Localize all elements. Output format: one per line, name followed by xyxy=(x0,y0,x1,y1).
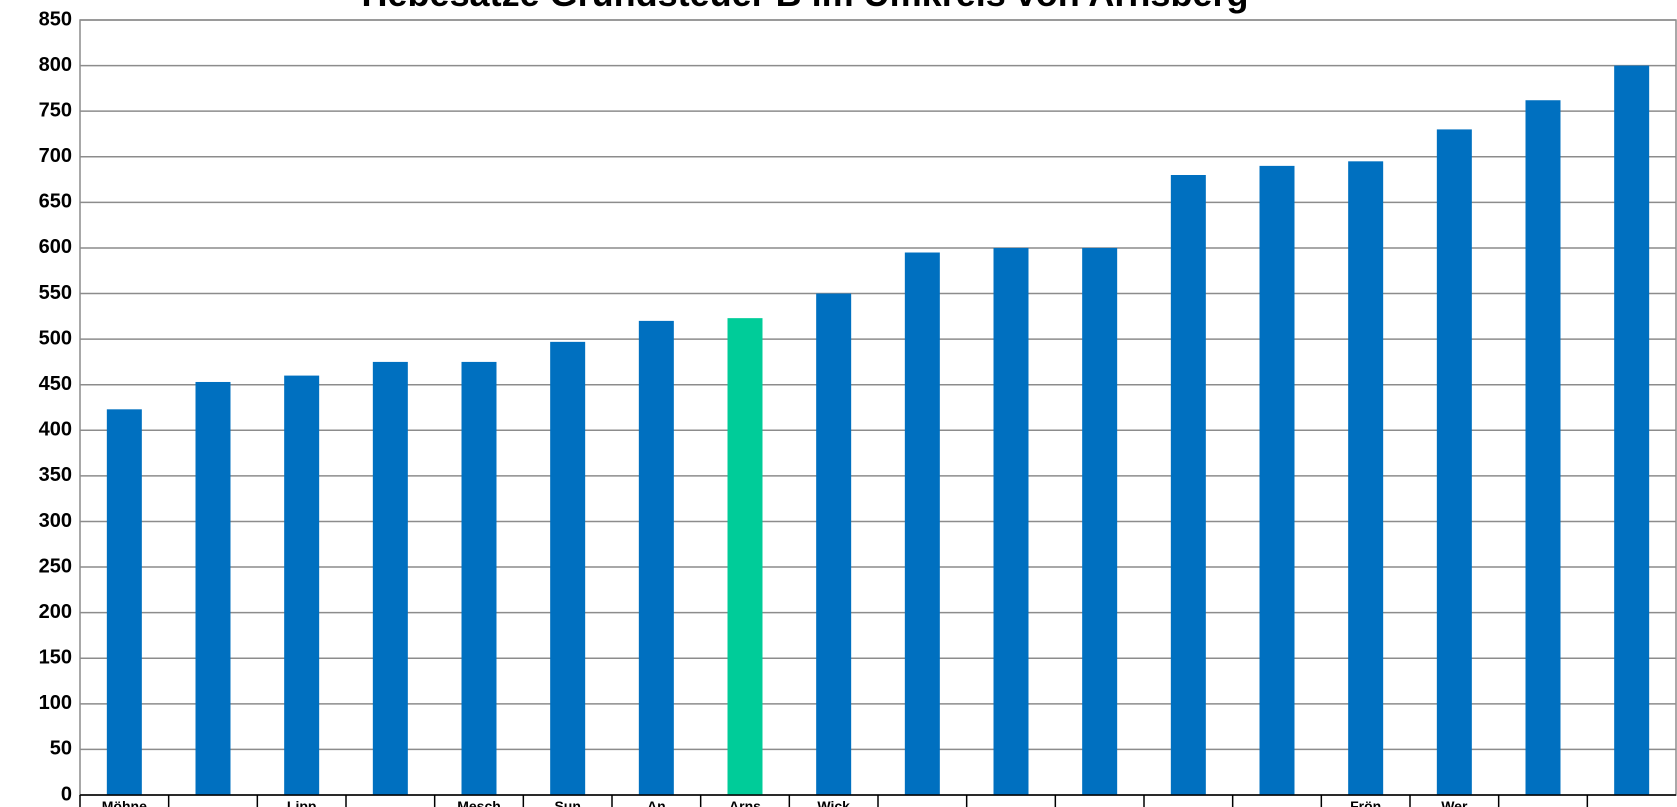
bar xyxy=(461,361,497,795)
y-tick-label: 400 xyxy=(39,419,72,441)
y-tick-label: 250 xyxy=(39,555,72,577)
bar xyxy=(1170,175,1206,795)
bar xyxy=(284,375,320,795)
bar xyxy=(904,252,940,795)
x-tick-label: Mesch xyxy=(457,798,501,807)
bar xyxy=(1348,161,1384,795)
bar xyxy=(106,409,142,795)
y-tick-label: 800 xyxy=(39,54,72,76)
chart-title: Hebesätze Grundsteuer B im Umkreis von A… xyxy=(362,0,1249,14)
bar xyxy=(1614,65,1650,795)
bar xyxy=(1436,129,1472,796)
bar xyxy=(816,293,852,795)
y-tick-label: 200 xyxy=(39,601,72,623)
y-tick-label: 500 xyxy=(39,327,72,349)
y-tick-label: 550 xyxy=(39,282,72,304)
bar xyxy=(638,320,674,795)
bar xyxy=(1259,165,1295,796)
x-tick-label: Frön xyxy=(1350,798,1381,807)
y-tick-label: 600 xyxy=(39,236,72,258)
bar xyxy=(372,361,408,795)
x-tick-label: Wick xyxy=(817,798,850,807)
bar xyxy=(1525,100,1561,795)
bar xyxy=(727,318,763,795)
bar xyxy=(195,381,231,795)
x-tick-label: Möhne xyxy=(102,798,147,807)
x-tick-label: Lipp xyxy=(287,798,317,807)
y-tick-label: 850 xyxy=(39,8,72,30)
plot-border xyxy=(79,19,1677,796)
x-tick-label: Wer xyxy=(1441,798,1468,807)
bar xyxy=(1082,247,1118,796)
y-tick-label: 750 xyxy=(39,99,72,121)
y-tick-label: 100 xyxy=(39,692,72,714)
x-tick-label: An xyxy=(647,798,666,807)
y-tick-label: 350 xyxy=(39,464,72,486)
y-tick-label: 450 xyxy=(39,373,72,395)
x-tick-label: Sun xyxy=(554,798,580,807)
y-tick-label: 650 xyxy=(39,191,72,213)
y-tick-label: 150 xyxy=(39,647,72,669)
y-tick-label: 50 xyxy=(50,738,72,760)
bar xyxy=(993,247,1029,796)
y-tick-label: 300 xyxy=(39,510,72,532)
y-tick-label: 700 xyxy=(39,145,72,167)
y-tick-label: 0 xyxy=(61,783,72,805)
x-tick-label: Arns xyxy=(729,798,761,807)
bar xyxy=(550,341,586,795)
